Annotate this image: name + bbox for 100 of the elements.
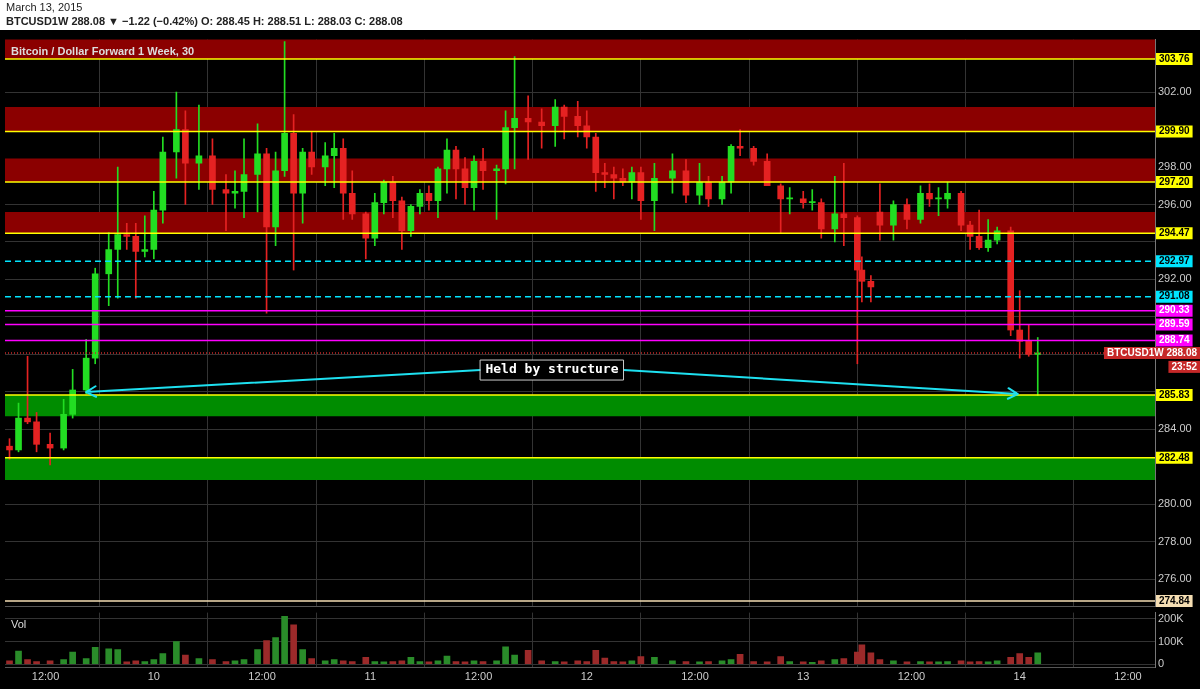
candlestick <box>195 104 203 190</box>
bar <box>330 659 338 665</box>
bar <box>1016 653 1024 665</box>
bar <box>272 637 279 665</box>
bar <box>222 661 230 665</box>
ref-line-label: 289.59 <box>1159 318 1191 330</box>
bar <box>786 661 794 665</box>
candlestick <box>610 166 618 200</box>
bar <box>993 660 1001 665</box>
text: 23:52 <box>1171 360 1198 372</box>
bar <box>69 651 76 665</box>
bar <box>876 659 884 665</box>
ref-line-label: 303.76 <box>1159 52 1191 64</box>
bar <box>195 658 203 665</box>
bar <box>479 661 487 665</box>
candlestick <box>141 215 149 258</box>
x-tick-label: 12 <box>580 670 593 683</box>
ref-line-label: 290.33 <box>1159 304 1191 316</box>
bar <box>15 650 22 665</box>
bar <box>524 650 532 665</box>
bar <box>777 656 785 665</box>
bar <box>339 660 347 665</box>
bar <box>281 615 288 665</box>
bar <box>975 661 983 665</box>
bar <box>60 659 67 665</box>
bar <box>240 659 248 665</box>
x-tick-label: 12:00 <box>897 670 926 683</box>
bar <box>718 660 726 665</box>
bar <box>669 660 676 665</box>
bar <box>82 658 90 665</box>
bar <box>150 659 158 665</box>
ref-line-label: 291.08 <box>1159 290 1191 302</box>
bar <box>538 660 545 665</box>
bar <box>182 654 189 665</box>
bar <box>389 661 397 665</box>
bar <box>6 660 13 665</box>
bar <box>24 659 31 665</box>
bar <box>407 657 415 665</box>
bar <box>511 654 518 665</box>
candlestick <box>840 162 848 247</box>
candlestick <box>736 129 744 157</box>
bar <box>736 654 744 665</box>
bar <box>398 660 406 665</box>
bar <box>727 659 735 665</box>
bar <box>610 661 618 665</box>
annotation: Held by structure <box>485 361 619 377</box>
bar <box>308 658 315 665</box>
bar <box>817 660 825 665</box>
bar <box>299 649 306 665</box>
bar <box>705 661 712 665</box>
y-tick-label: 280.00 <box>1158 497 1192 510</box>
ref-line-label: 285.83 <box>1159 388 1191 400</box>
bar <box>263 640 270 665</box>
y-tick-label: 276.00 <box>1158 572 1192 585</box>
bar <box>890 660 897 665</box>
bar <box>452 661 460 665</box>
y-tick-label: 278.00 <box>1158 534 1192 547</box>
bar <box>840 658 848 665</box>
bar <box>493 660 500 665</box>
bar <box>371 661 379 665</box>
bar <box>1034 652 1042 665</box>
bar <box>254 649 261 665</box>
x-tick-label: 12:00 <box>248 670 276 683</box>
ref-line-label: 292.97 <box>1159 255 1191 267</box>
y-tick-label: 296.00 <box>1158 197 1192 210</box>
candlestick <box>114 166 122 299</box>
bar <box>628 660 636 665</box>
bar <box>416 661 424 665</box>
x-tick-label: 12:00 <box>464 670 493 683</box>
chart-subtitle: BTCUSD1W 288.08 ▼ −1.22 (−0.42%) O: 288.45 H: 288.51 L: 288.03 C: 288.08 <box>6 14 404 28</box>
text: March 13, 2015 <box>6 0 84 14</box>
bar <box>1025 657 1033 665</box>
bar <box>651 657 658 665</box>
ref-line-label: 282.48 <box>1159 451 1191 463</box>
bar <box>502 646 509 665</box>
bar <box>601 657 609 665</box>
candlestick <box>601 162 609 188</box>
bar <box>831 659 839 665</box>
bar <box>574 660 582 665</box>
text: Vol <box>11 617 27 630</box>
y-tick-label: 0 <box>1158 657 1165 670</box>
candlestick <box>1016 290 1024 359</box>
x-tick-label: 12:00 <box>1114 670 1142 683</box>
bar <box>682 661 690 665</box>
ref-line-label: 294.47 <box>1159 226 1191 238</box>
bar <box>470 660 478 665</box>
y-tick-label: 298.00 <box>1158 160 1192 173</box>
bar <box>1007 657 1015 665</box>
bar <box>348 661 356 665</box>
x-tick-label: 11 <box>364 670 377 683</box>
bar <box>362 657 370 665</box>
bar <box>637 656 645 665</box>
y-tick-label: 200K <box>1158 611 1185 624</box>
x-tick-label: 10 <box>147 670 160 683</box>
bar <box>957 660 965 665</box>
chart-title: Bitcoin / Dollar Forward 1 Week, 30 <box>11 44 195 57</box>
bar <box>141 661 149 665</box>
ref-line-label: 299.90 <box>1159 125 1191 137</box>
candlestick <box>799 191 807 209</box>
bar <box>434 660 442 665</box>
